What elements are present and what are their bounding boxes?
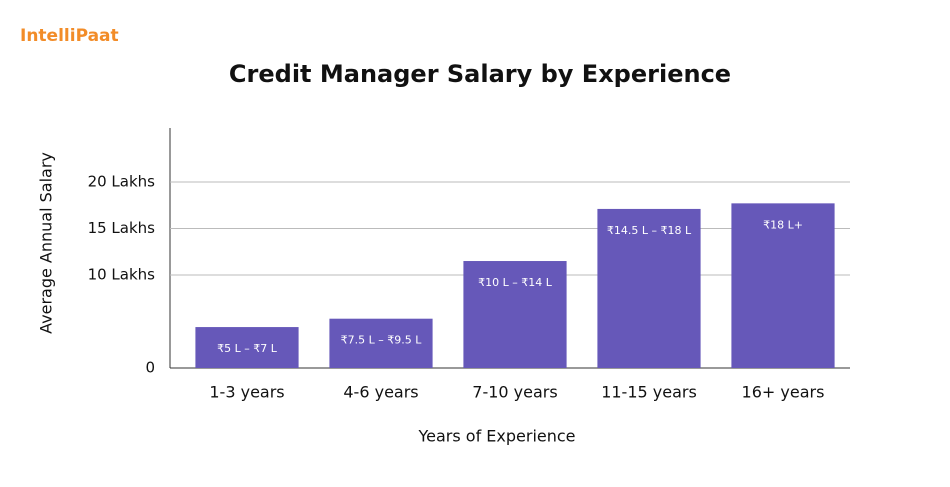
value-label: ₹18 L+ xyxy=(763,218,803,231)
x-tick-label: 11-15 years xyxy=(601,383,697,402)
y-tick-label: 0 xyxy=(145,359,155,377)
bar xyxy=(463,261,567,368)
logo: IntelliPaat xyxy=(20,26,119,46)
value-label: ₹5 L – ₹7 L xyxy=(217,342,278,355)
x-axis-label: Years of Experience xyxy=(417,427,575,446)
y-axis-label: Average Annual Salary xyxy=(37,152,56,334)
x-tick-label: 4-6 years xyxy=(343,383,418,402)
y-tick-label: 10 Lakhs xyxy=(88,265,156,283)
bar xyxy=(329,318,433,368)
value-label: ₹14.5 L – ₹18 L xyxy=(607,224,692,237)
x-tick-label: 16+ years xyxy=(742,383,825,402)
x-tick-label: 1-3 years xyxy=(209,383,284,402)
x-tick-label: 7-10 years xyxy=(472,383,557,402)
bar xyxy=(597,208,701,368)
bar xyxy=(731,203,835,368)
y-tick-label: 20 Lakhs xyxy=(88,172,156,190)
chart-title: Credit Manager Salary by Experience xyxy=(229,60,731,88)
y-tick-label: 15 Lakhs xyxy=(88,219,156,237)
value-label: ₹10 L – ₹14 L xyxy=(478,276,553,289)
bar xyxy=(195,327,299,368)
value-label: ₹7.5 L – ₹9.5 L xyxy=(341,334,423,347)
